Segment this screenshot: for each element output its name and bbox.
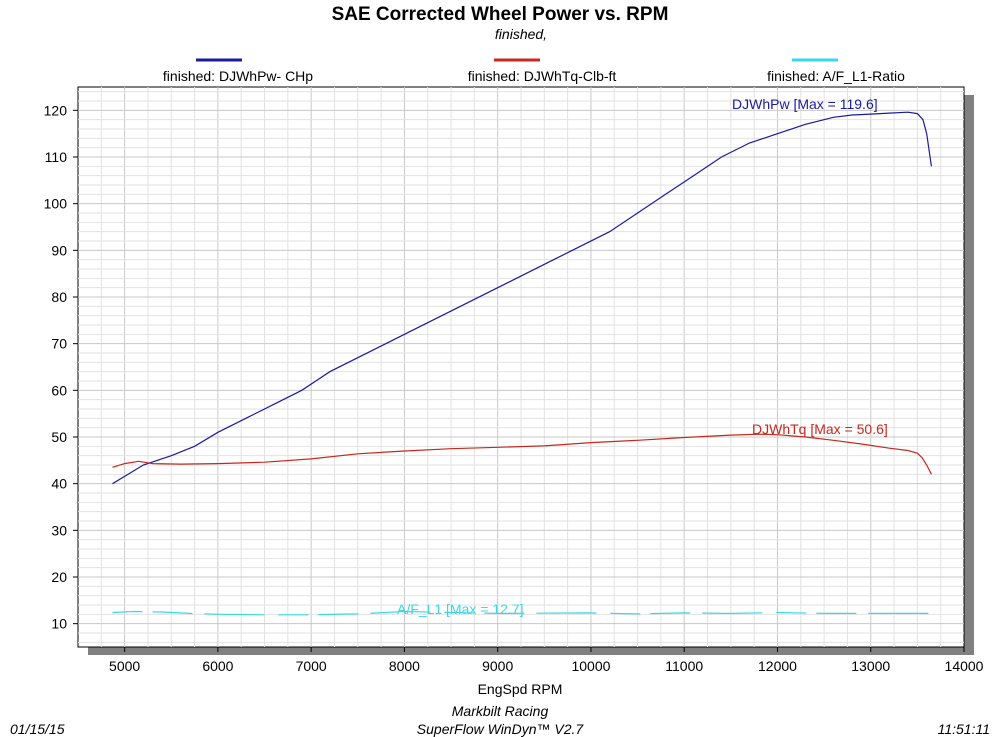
x-tick-label: 14000 bbox=[945, 658, 984, 674]
y-tick-label: 80 bbox=[51, 289, 67, 305]
x-tick-label: 13000 bbox=[851, 658, 890, 674]
series-line-torque bbox=[112, 433, 932, 475]
y-tick-label: 40 bbox=[51, 476, 67, 492]
y-tick-label: 50 bbox=[51, 429, 67, 445]
legend-label-torque: finished: DJWhTq-Clb-ft bbox=[468, 68, 617, 84]
series-line-af-ratio bbox=[112, 610, 932, 616]
y-tick-label: 70 bbox=[51, 336, 67, 352]
y-tick-label: 90 bbox=[51, 242, 67, 258]
y-tick-label: 10 bbox=[51, 616, 67, 632]
series-lines bbox=[112, 111, 932, 616]
x-tick-label: 12000 bbox=[758, 658, 797, 674]
annotation-torque-max: DJWhTq [Max = 50.6] bbox=[752, 421, 888, 437]
footer-time: 11:51:11 bbox=[938, 721, 990, 737]
chart-title: SAE Corrected Wheel Power vs. RPM bbox=[332, 4, 669, 25]
legend-label-power: finished: DJWhPw- CHp bbox=[163, 68, 313, 84]
x-tick-label: 10000 bbox=[571, 658, 610, 674]
y-tick-label: 30 bbox=[51, 522, 67, 538]
footer-date: 01/15/15 bbox=[10, 721, 65, 737]
grid bbox=[78, 87, 964, 647]
x-tick-label: 8000 bbox=[389, 658, 420, 674]
chart-subtitle: finished, bbox=[495, 26, 547, 42]
annotation-power-max: DJWhPw [Max = 119.6] bbox=[732, 96, 878, 112]
footer-company: Markbilt Racing bbox=[452, 703, 549, 719]
plot-shadow bbox=[964, 95, 974, 653]
x-tick-label: 11000 bbox=[665, 658, 703, 674]
x-tick-label: 7000 bbox=[296, 658, 327, 674]
footer-software: SuperFlow WinDyn™ V2.7 bbox=[417, 721, 585, 737]
x-tick-label: 6000 bbox=[202, 658, 233, 674]
y-tick-label: 20 bbox=[51, 569, 67, 585]
y-tick-labels: 10 20 30 40 50 60 70 80 90 100 110 120 bbox=[44, 102, 78, 632]
x-tick-label: 5000 bbox=[109, 658, 140, 674]
legend-label-af: finished: A/F_L1-Ratio bbox=[767, 68, 905, 84]
x-tick-label: 9000 bbox=[482, 658, 513, 674]
legend: finished: DJWhPw- CHp finished: DJWhTq-C… bbox=[163, 58, 905, 84]
x-axis-title: EngSpd RPM bbox=[478, 681, 563, 697]
series-line-power bbox=[112, 111, 932, 485]
annotation-af-max: A/F_L1 [Max = 12.7] bbox=[397, 601, 523, 617]
plot-shadow-bottom bbox=[88, 647, 974, 655]
y-tick-label: 60 bbox=[51, 382, 67, 398]
y-tick-label: 110 bbox=[45, 149, 68, 165]
y-tick-label: 120 bbox=[44, 102, 68, 118]
y-tick-label: 100 bbox=[44, 196, 68, 212]
x-tick-labels: 5000 6000 7000 8000 9000 10000 11000 12000 13000… bbox=[109, 647, 984, 674]
